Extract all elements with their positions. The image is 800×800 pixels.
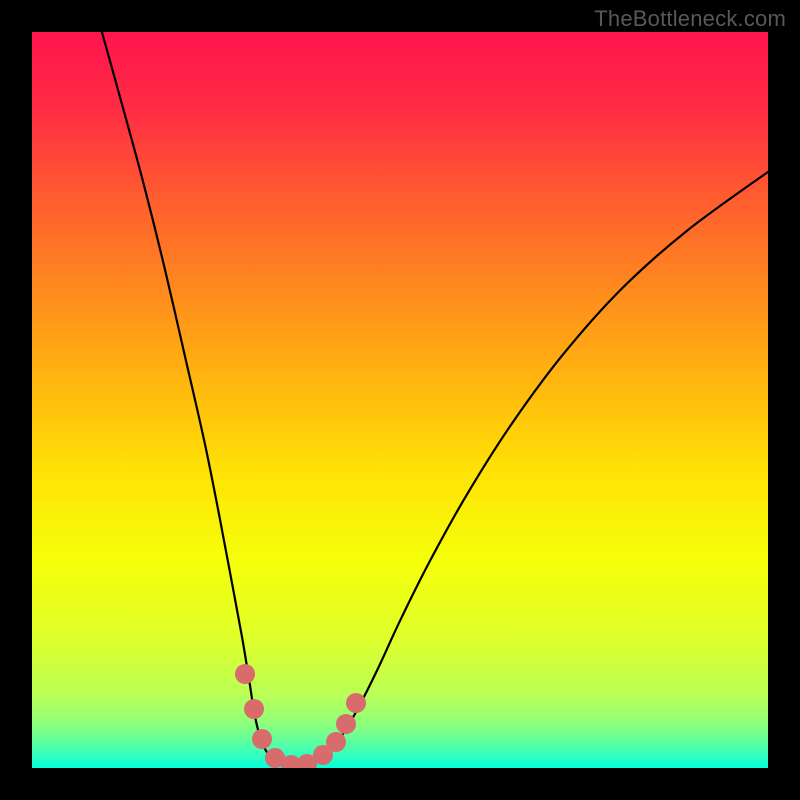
- curve-path: [102, 32, 768, 766]
- watermark-text: TheBottleneck.com: [594, 6, 786, 32]
- marker-dot: [244, 699, 264, 719]
- frame-left: [0, 0, 32, 800]
- frame-bottom: [0, 768, 800, 800]
- marker-dot: [235, 664, 255, 684]
- marker-dot: [346, 693, 366, 713]
- marker-dot: [252, 729, 272, 749]
- marker-dot: [336, 714, 356, 734]
- marker-dot: [326, 732, 346, 752]
- frame-right: [768, 0, 800, 800]
- bottleneck-curve: [32, 32, 768, 768]
- plot-area: [32, 32, 768, 768]
